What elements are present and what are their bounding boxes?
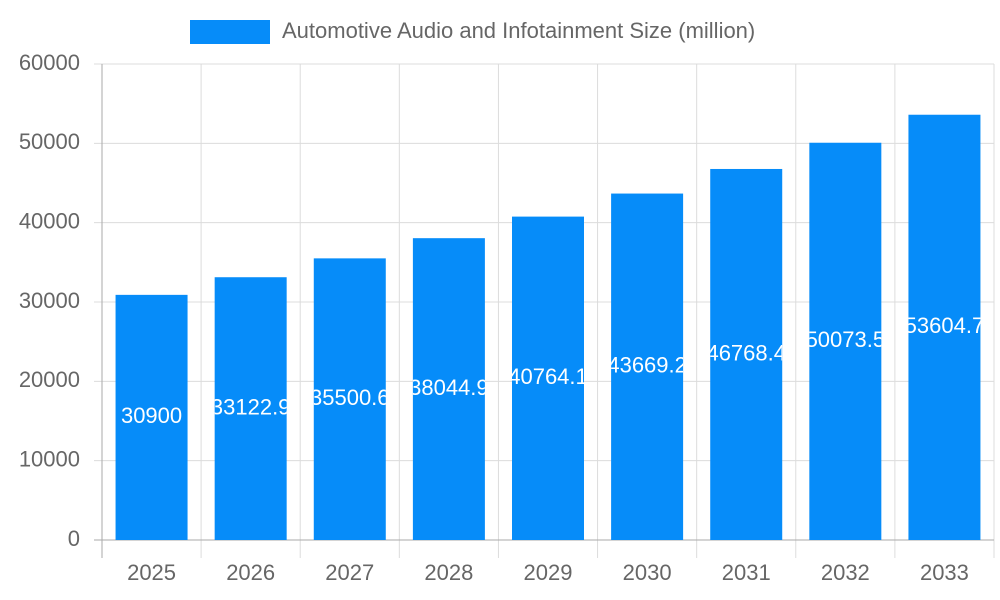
x-tick-label: 2030 [623, 560, 672, 585]
legend-swatch [190, 20, 270, 44]
data-label: 38044.9 [409, 375, 489, 400]
bar [214, 277, 287, 540]
x-tick-label: 2032 [821, 560, 870, 585]
data-label: 50073.5 [806, 327, 886, 352]
bar [115, 294, 188, 540]
y-tick-label: 30000 [19, 288, 80, 313]
bar [412, 238, 485, 540]
data-label: 40764.1 [508, 364, 588, 389]
x-tick-label: 2026 [226, 560, 275, 585]
data-label: 33122.9 [211, 394, 291, 419]
y-tick-label: 0 [68, 526, 80, 551]
bar [313, 258, 386, 540]
y-tick-label: 10000 [19, 446, 80, 471]
data-label: 30900 [121, 403, 182, 428]
x-tick-label: 2025 [127, 560, 176, 585]
x-tick-label: 2033 [920, 560, 969, 585]
data-label: 35500.6 [310, 385, 390, 410]
legend-label: Automotive Audio and Infotainment Size (… [282, 18, 755, 43]
bar [512, 216, 584, 541]
x-tick-label: 2027 [325, 560, 374, 585]
y-tick-label: 60000 [19, 50, 80, 75]
bar [809, 142, 882, 540]
y-tick-label: 40000 [19, 208, 80, 233]
data-label: 46768.4 [706, 340, 786, 365]
x-tick-label: 2029 [524, 560, 573, 585]
y-tick-label: 20000 [19, 367, 80, 392]
data-label: 53604.7 [905, 313, 985, 338]
x-tick-label: 2028 [424, 560, 473, 585]
x-tick-label: 2031 [722, 560, 771, 585]
bar [908, 114, 981, 540]
y-tick-label: 50000 [19, 129, 80, 154]
bar [611, 193, 684, 540]
data-label: 43669.2 [607, 353, 687, 378]
bar [710, 168, 783, 540]
